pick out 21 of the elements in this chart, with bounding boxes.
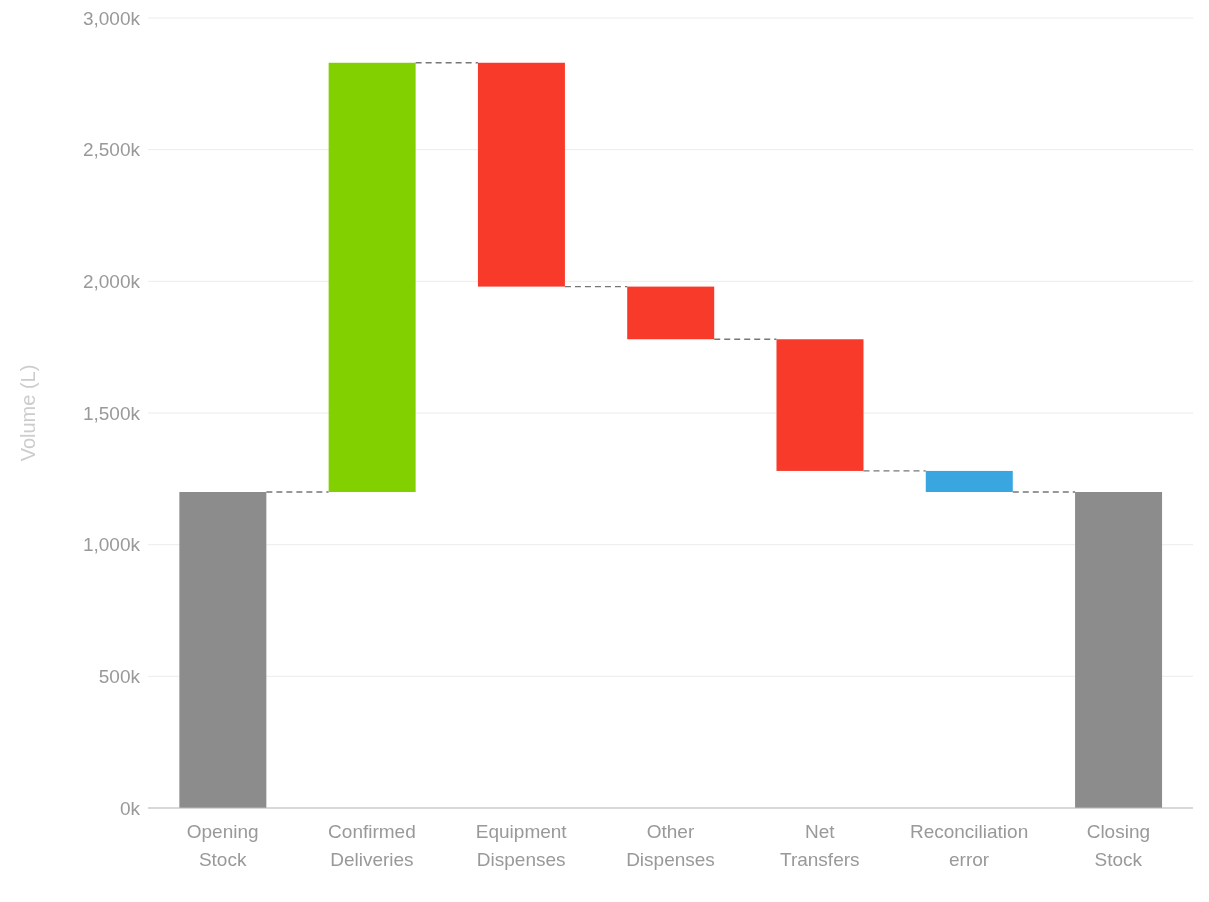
bar bbox=[328, 62, 416, 492]
bar bbox=[627, 286, 715, 340]
y-tick-label: 1,000k bbox=[82, 534, 141, 556]
y-tick-label: 3,000k bbox=[82, 7, 141, 29]
bar bbox=[1075, 492, 1163, 808]
x-tick-label: Other Dispenses bbox=[626, 821, 715, 870]
x-tick-label: Closing Stock bbox=[1086, 821, 1151, 870]
bar bbox=[776, 339, 864, 471]
y-tick-label: 0k bbox=[119, 797, 141, 819]
y-tick-label: 2,500k bbox=[82, 139, 141, 161]
x-tick-label: Net Transfers bbox=[780, 821, 860, 870]
x-tick-label: Opening Stock bbox=[186, 821, 259, 870]
y-tick-label: 1,500k bbox=[82, 402, 141, 424]
bar bbox=[179, 492, 267, 808]
y-tick-label: 2,000k bbox=[82, 271, 141, 293]
bar bbox=[925, 470, 1013, 492]
x-tick-label: Confirmed Deliveries bbox=[328, 821, 416, 870]
bar bbox=[477, 62, 565, 287]
y-tick-label: 500k bbox=[98, 666, 141, 688]
x-tick-label: Reconciliation error bbox=[909, 821, 1029, 870]
x-tick-label: Equipment Dispenses bbox=[475, 821, 568, 870]
